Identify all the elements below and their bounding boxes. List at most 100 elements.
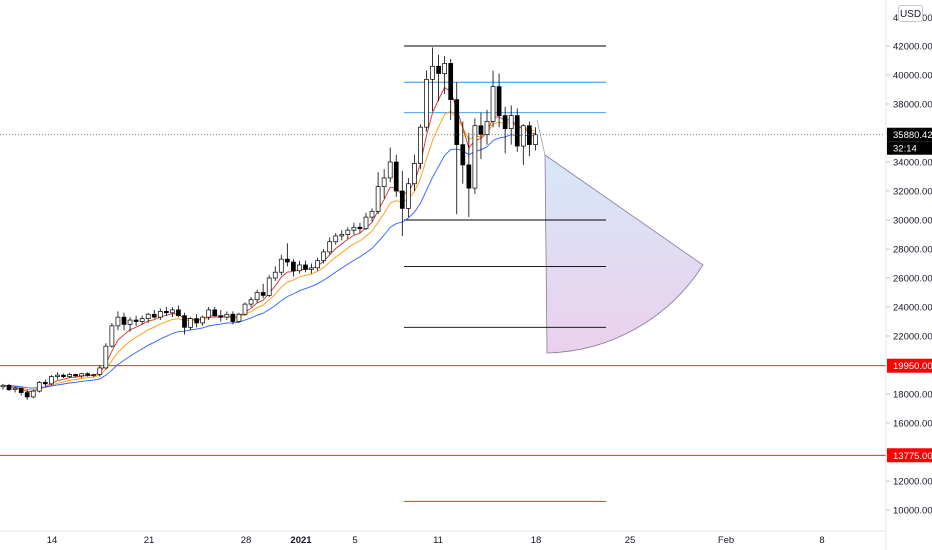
candle-up[interactable] <box>157 311 163 318</box>
candle-down[interactable] <box>514 115 520 147</box>
candle-down[interactable] <box>260 292 266 296</box>
candle-down[interactable] <box>182 315 187 328</box>
candle-up[interactable] <box>97 367 103 375</box>
candle-up[interactable] <box>254 292 260 301</box>
candle-up[interactable] <box>418 126 423 164</box>
candle-up[interactable] <box>109 325 115 347</box>
candle-up[interactable] <box>430 65 435 80</box>
candle-up[interactable] <box>315 260 320 269</box>
candle-up[interactable] <box>139 318 145 322</box>
candle-down[interactable] <box>357 226 363 230</box>
candle-down[interactable] <box>42 382 48 385</box>
candle-up[interactable] <box>67 374 72 377</box>
candle-up[interactable] <box>490 86 496 122</box>
candle-up[interactable] <box>36 382 42 392</box>
candle-down[interactable] <box>164 311 169 314</box>
candle-up[interactable] <box>520 125 526 147</box>
level-badge[interactable] <box>887 358 932 373</box>
candle-up[interactable] <box>188 318 193 328</box>
candle-up[interactable] <box>55 374 60 377</box>
candle-up[interactable] <box>0 384 6 388</box>
candle-down[interactable] <box>6 384 12 390</box>
candle-down[interactable] <box>85 373 91 376</box>
candle-up[interactable] <box>472 125 478 189</box>
drawings-layer[interactable] <box>536 119 704 354</box>
candle-up[interactable] <box>248 299 254 305</box>
candle-down[interactable] <box>436 65 441 74</box>
candle-up[interactable] <box>200 316 205 324</box>
candle-up[interactable] <box>206 309 212 318</box>
candle-down[interactable] <box>291 261 296 272</box>
candle-up[interactable] <box>381 177 387 187</box>
candle-down[interactable] <box>218 315 224 318</box>
candle-down[interactable] <box>151 313 157 318</box>
level-badge[interactable] <box>887 448 932 463</box>
candle-down[interactable] <box>466 164 472 189</box>
candle-up[interactable] <box>145 313 151 319</box>
candle-up[interactable] <box>170 309 175 314</box>
currency-button[interactable]: USD <box>898 5 923 22</box>
candle-down[interactable] <box>448 63 454 101</box>
candle-down[interactable] <box>526 125 532 145</box>
candle-up[interactable] <box>424 78 429 128</box>
candle-up[interactable] <box>266 277 272 296</box>
candle-up[interactable] <box>242 303 248 315</box>
candle-down[interactable] <box>303 264 308 270</box>
candle-up[interactable] <box>387 161 393 179</box>
candle-up[interactable] <box>442 63 447 74</box>
candle-down[interactable] <box>133 319 139 322</box>
candle-down[interactable] <box>212 309 218 317</box>
candle-down[interactable] <box>61 374 66 377</box>
candle-down[interactable] <box>194 318 199 324</box>
candle-up[interactable] <box>297 264 302 272</box>
candle-down[interactable] <box>460 144 466 166</box>
candle-up[interactable] <box>127 319 133 325</box>
candle-up[interactable] <box>278 258 284 273</box>
candle-down[interactable] <box>399 190 405 209</box>
candle-up[interactable] <box>406 183 411 209</box>
candle-down[interactable] <box>121 316 127 325</box>
candle-up[interactable] <box>369 210 375 218</box>
candle-up[interactable] <box>533 134 538 145</box>
candle-down[interactable] <box>18 387 24 393</box>
candles-series[interactable] <box>0 47 538 400</box>
candle-up[interactable] <box>363 216 369 230</box>
horizontal-levels[interactable] <box>0 45 886 502</box>
candle-up[interactable] <box>91 374 97 376</box>
candle-down[interactable] <box>478 125 484 135</box>
time-axis[interactable]: 14 21 28 2021 5 11 18 25 Feb 8 <box>0 530 886 546</box>
candle-up[interactable] <box>309 267 314 270</box>
candle-up[interactable] <box>115 316 121 327</box>
candle-up[interactable] <box>412 163 417 185</box>
candle-up[interactable] <box>224 313 230 318</box>
candle-down[interactable] <box>73 374 78 377</box>
candle-up[interactable] <box>327 241 333 253</box>
candle-down[interactable] <box>24 392 30 398</box>
candle-down[interactable] <box>454 99 460 145</box>
fib-speed-fan-drawing[interactable] <box>544 154 704 354</box>
candle-up[interactable] <box>30 390 36 398</box>
candle-up[interactable] <box>484 121 490 135</box>
candle-up[interactable] <box>272 271 278 279</box>
candle-up[interactable] <box>345 229 351 235</box>
candle-down[interactable] <box>230 313 236 322</box>
candle-up[interactable] <box>508 115 514 129</box>
candle-down[interactable] <box>502 115 508 129</box>
candle-up[interactable] <box>103 345 109 369</box>
candle-up[interactable] <box>339 234 345 237</box>
candle-down[interactable] <box>285 258 290 263</box>
candle-up[interactable] <box>236 313 242 322</box>
candle-up[interactable] <box>333 235 339 243</box>
candle-down[interactable] <box>176 309 181 317</box>
time-tick-label: 14 <box>47 535 58 546</box>
price-axis[interactable]: 42000.0040000.0038000.0036000.0034000.00… <box>885 0 932 550</box>
candle-up[interactable] <box>321 251 326 261</box>
candle-up[interactable] <box>351 226 357 231</box>
candle-up[interactable] <box>12 387 18 391</box>
candle-up[interactable] <box>79 373 85 377</box>
candle-up[interactable] <box>375 186 381 212</box>
candle-down[interactable] <box>496 86 502 116</box>
candle-down[interactable] <box>393 161 399 192</box>
candle-up[interactable] <box>49 376 54 385</box>
